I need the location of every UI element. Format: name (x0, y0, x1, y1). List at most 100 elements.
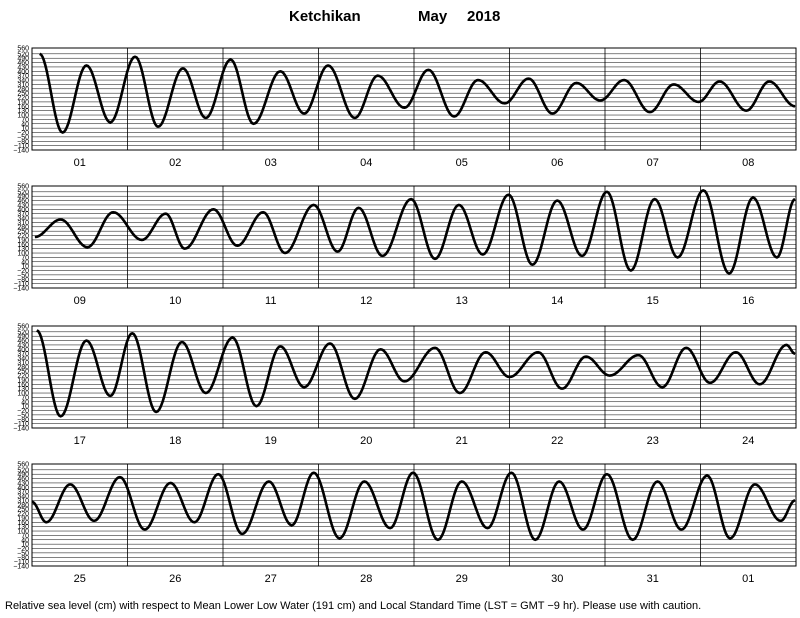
panel-frame (31, 47, 797, 151)
day-label: 21 (456, 435, 468, 447)
y-tick-label: 250 (17, 229, 29, 236)
y-tick-label: 100 (17, 391, 29, 398)
y-tick-label: 250 (17, 91, 29, 98)
y-tick-label: 520 (17, 329, 29, 336)
y-tick-label: 220 (17, 511, 29, 518)
day-label: 29 (456, 573, 468, 585)
y-tick-label: 340 (17, 494, 29, 501)
y-tick-label: 460 (17, 198, 29, 205)
y-tick-label: −110 (14, 281, 29, 288)
tide-panel: −140−110−80−50−2010407010013016019022025… (13, 324, 797, 447)
panel-frame (31, 463, 797, 567)
y-tick-label: −20 (17, 408, 29, 415)
y-tick-label: 310 (17, 82, 29, 89)
day-label: 24 (742, 435, 754, 447)
y-tick-label: 130 (17, 386, 29, 393)
day-label: 23 (647, 435, 659, 447)
day-label: 11 (265, 295, 276, 307)
y-tick-label: −20 (17, 546, 29, 553)
y-tick-label: 560 (17, 46, 29, 53)
day-label: 02 (169, 157, 181, 169)
y-tick-label: 280 (17, 86, 29, 93)
y-tick-label: 560 (17, 462, 29, 469)
y-tick-label: −20 (17, 130, 29, 137)
tide-series-line (31, 471, 796, 542)
y-tick-label: −80 (17, 277, 29, 284)
y-tick-label: 400 (17, 485, 29, 492)
day-label: 20 (360, 435, 372, 447)
day-label: 14 (551, 295, 563, 307)
day-label: 31 (647, 573, 659, 585)
day-label: 01 (74, 157, 86, 169)
y-tick-label: 460 (17, 60, 29, 67)
y-tick-label: 40 (21, 121, 29, 128)
y-tick-label: 370 (17, 211, 29, 218)
y-tick-label: 280 (17, 364, 29, 371)
y-tick-label: 160 (17, 382, 29, 389)
y-tick-label: 430 (17, 480, 29, 487)
y-tick-label: 400 (17, 69, 29, 76)
y-tick-label: 460 (17, 476, 29, 483)
y-tick-label: 310 (17, 220, 29, 227)
y-tick-label: 370 (17, 351, 29, 358)
y-tick-label: 160 (17, 520, 29, 527)
y-tick-label: −110 (14, 559, 29, 566)
tide-panel: −140−110−80−50−2010407010013016019022025… (13, 46, 797, 169)
y-tick-label: −80 (17, 139, 29, 146)
day-label: 04 (360, 157, 372, 169)
y-tick-label: 310 (17, 360, 29, 367)
y-tick-label: 220 (17, 233, 29, 240)
y-tick-label: −50 (17, 412, 29, 419)
y-tick-label: 70 (21, 117, 29, 124)
y-tick-label: 130 (17, 108, 29, 115)
y-tick-label: 40 (21, 537, 29, 544)
y-tick-label: 520 (17, 189, 29, 196)
y-tick-label: 370 (17, 73, 29, 80)
y-tick-label: 400 (17, 347, 29, 354)
y-tick-label: 490 (17, 334, 29, 341)
day-label: 15 (647, 295, 659, 307)
title-month: May (418, 8, 448, 25)
y-tick-label: 130 (17, 246, 29, 253)
y-tick-label: 560 (17, 184, 29, 191)
y-tick-label: −140 (13, 286, 29, 293)
y-tick-label: 400 (17, 207, 29, 214)
y-tick-label: 190 (17, 515, 29, 522)
y-tick-label: −110 (14, 143, 29, 150)
tide-series-line (36, 329, 796, 418)
day-label: 01 (742, 573, 754, 585)
y-tick-label: 130 (17, 524, 29, 531)
y-tick-label: 100 (17, 529, 29, 536)
y-tick-label: 70 (21, 533, 29, 540)
tide-series-line (34, 189, 796, 275)
y-tick-label: 560 (17, 324, 29, 331)
chart-title: Ketchikan May 2018 (0, 4, 800, 28)
y-tick-label: 430 (17, 342, 29, 349)
title-year: 2018 (467, 8, 501, 25)
y-tick-label: 190 (17, 377, 29, 384)
y-tick-label: 10 (21, 264, 29, 271)
y-tick-label: 70 (21, 255, 29, 262)
y-tick-label: −140 (13, 426, 29, 433)
y-tick-label: 40 (21, 259, 29, 266)
title-station: Ketchikan (289, 8, 361, 25)
day-label: 19 (265, 435, 277, 447)
y-tick-label: 250 (17, 369, 29, 376)
tide-panel: −140−110−80−50−2010407010013016019022025… (13, 184, 797, 307)
day-label: 17 (74, 435, 86, 447)
y-tick-label: 10 (21, 404, 29, 411)
day-label: 28 (360, 573, 372, 585)
day-label: 30 (551, 573, 563, 585)
y-tick-label: −80 (17, 417, 29, 424)
y-tick-label: 430 (17, 202, 29, 209)
day-label: 09 (74, 295, 86, 307)
y-tick-label: 190 (17, 99, 29, 106)
y-tick-label: 490 (17, 56, 29, 63)
y-tick-label: 310 (17, 498, 29, 505)
day-label: 08 (742, 157, 754, 169)
y-tick-label: −50 (17, 134, 29, 141)
footnote: Relative sea level (cm) with respect to … (5, 600, 702, 612)
y-tick-label: 340 (17, 356, 29, 363)
y-tick-label: 160 (17, 104, 29, 111)
